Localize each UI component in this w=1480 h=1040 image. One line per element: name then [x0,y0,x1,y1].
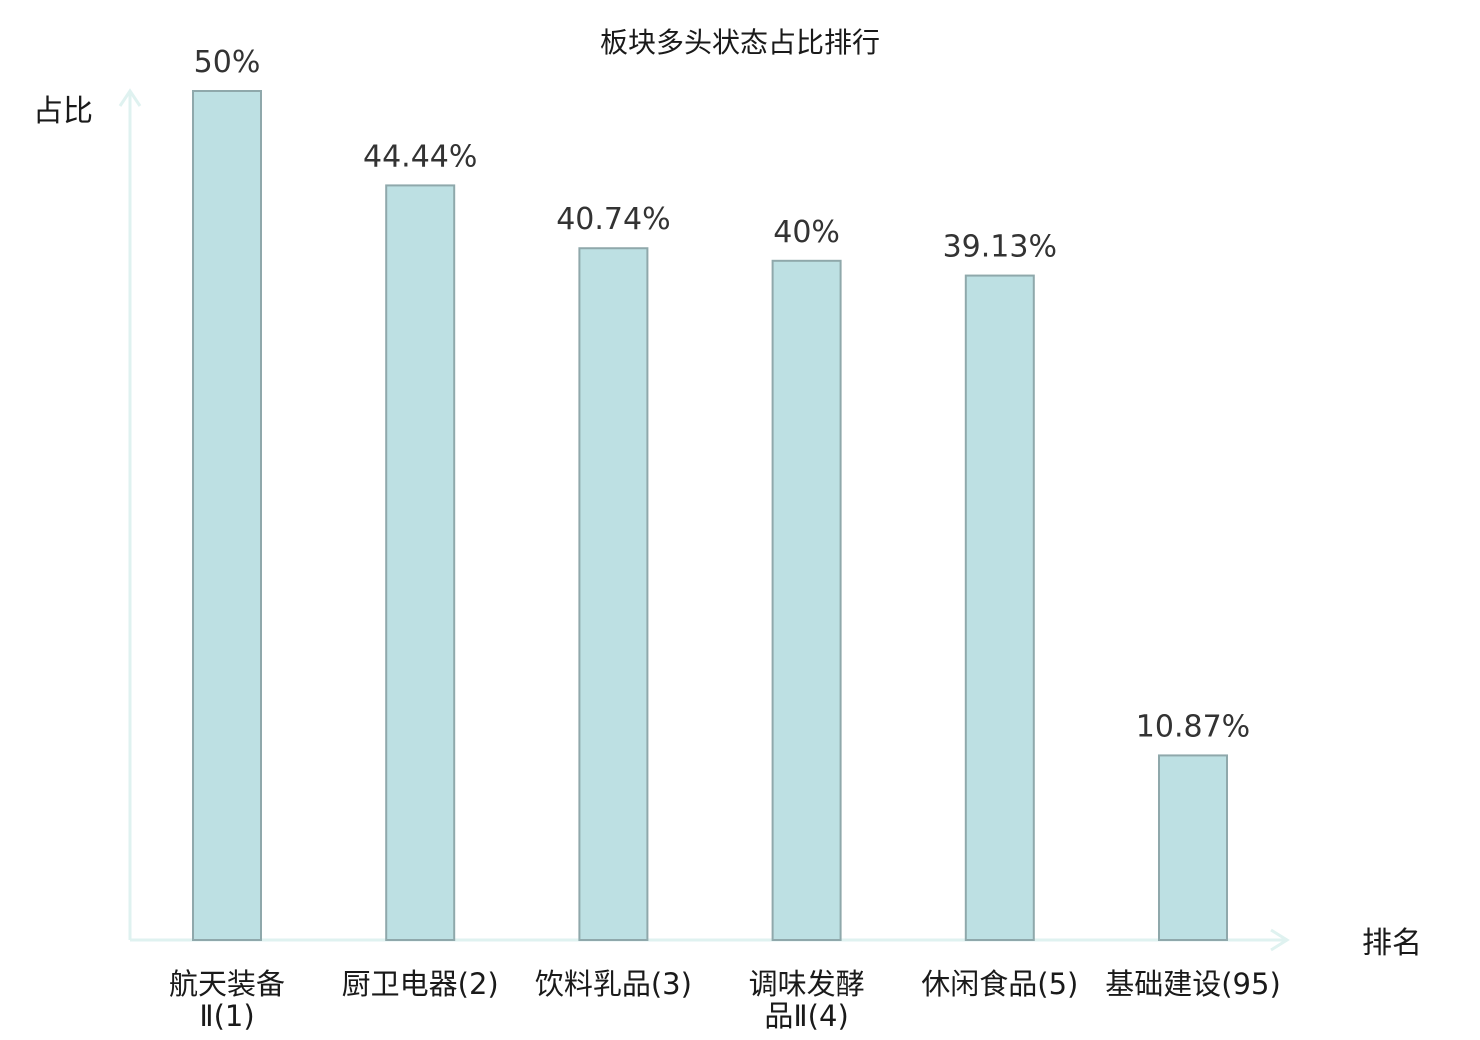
bar-5 [964,274,1035,942]
bar-1 [192,90,262,941]
category-label-1-line-2: Ⅱ(1) [199,999,254,1033]
category-label-4-line-1: 调味发酵 [749,967,865,1001]
value-labels-group: 50% 44.44% 40.74% 40% 39.13% 10.87% [194,45,1251,744]
x-axis-label: 排名 [1362,926,1422,961]
bar-4 [771,259,842,941]
x-axis-arrowhead [1270,928,1290,952]
bars-group [192,90,1228,942]
bar-3 [578,247,649,941]
y-axis-label: 占比 [33,94,93,129]
value-label-1: 50% [194,45,261,80]
bar-6 [1158,754,1228,942]
bar-2 [385,184,456,941]
value-label-2: 44.44% [363,139,477,174]
category-label-2-line-1: 厨卫电器(2) [342,967,499,1001]
category-label-3-line-1: 饮料乳品(3) [535,967,692,1001]
category-label-6-line-1: 基础建设(95) [1105,967,1281,1001]
value-label-3: 40.74% [556,202,670,237]
category-label-5-line-1: 休闲食品(5) [921,967,1078,1001]
category-label-1-line-1: 航天装备 [169,967,285,1001]
value-label-5: 39.13% [943,230,1057,265]
value-label-6: 10.87% [1136,709,1250,744]
category-label-4-line-2: 品Ⅱ(4) [764,999,848,1033]
chart-title: 板块多头状态占比排行 [600,26,880,59]
y-axis-arrowhead [118,88,142,107]
value-label-4: 40% [773,215,840,250]
